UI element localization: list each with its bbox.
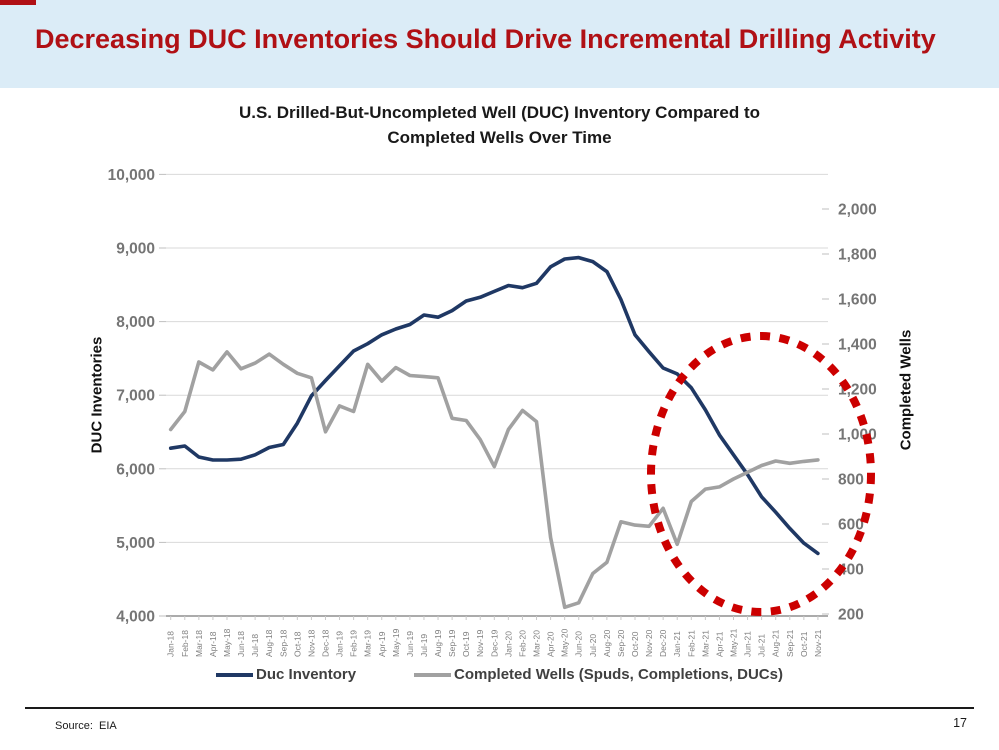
x-axis-month-label: Aug-21: [771, 629, 781, 657]
left-axis-tick-label: 6,000: [116, 461, 155, 478]
x-axis-month-label: Dec-19: [489, 629, 499, 657]
x-axis-month-label: Jun-20: [574, 631, 584, 657]
legend-label-completed-wells: Completed Wells (Spuds, Completions, DUC…: [454, 666, 783, 683]
duc-inventory-line: [168, 255, 820, 556]
x-axis-month-label: Oct-20: [630, 631, 640, 657]
footer-divider: [25, 707, 974, 709]
left-axis-tick-label: 9,000: [116, 241, 155, 258]
chart-title-line2: Completed Wells Over Time: [387, 128, 612, 147]
chart-title-line1: U.S. Drilled-But-Uncompleted Well (DUC) …: [238, 103, 761, 122]
right-axis-tick-label: 1,400: [838, 337, 877, 354]
right-axis-tick-label: 800: [838, 472, 864, 489]
x-axis-month-label: Mar-19: [363, 630, 373, 657]
x-axis-month-label: Mar-20: [532, 630, 542, 657]
x-axis-month-label: Mar-18: [194, 630, 204, 657]
x-axis-month-label: Jun-21: [743, 631, 753, 657]
page-number: 17: [953, 716, 967, 730]
x-axis-month-label: Sep-19: [447, 629, 457, 657]
x-axis-month-label: Jan-21: [672, 631, 682, 657]
left-axis-tick-label: 10,000: [108, 167, 155, 184]
right-axis-tick-label: 1,800: [838, 247, 877, 264]
left-axis-tick-label: 5,000: [116, 535, 155, 552]
right-axis-tick-label: 600: [838, 517, 864, 534]
x-axis-month-label: May-20: [560, 628, 570, 657]
x-axis-month-label: Feb-19: [349, 630, 359, 657]
x-axis-month-label: Nov-21: [813, 629, 823, 657]
x-axis-month-label: Mar-21: [700, 630, 710, 657]
x-axis-month-label: Apr-21: [714, 631, 724, 657]
legend-item-duc-inventory: Duc Inventory: [216, 666, 356, 683]
x-axis-month-label: Nov-18: [306, 629, 316, 657]
x-axis-month-label: Jul-21: [757, 634, 767, 657]
right-axis-tick-label: 400: [838, 562, 864, 579]
x-axis-month-label: Oct-21: [799, 631, 809, 657]
source-note: Source: EIA: [55, 720, 117, 732]
completed-wells-line-swatch: [414, 672, 452, 677]
x-axis-month-label: Sep-21: [785, 629, 795, 657]
x-axis-month-label: Feb-21: [686, 630, 696, 657]
x-axis-month-label: Oct-19: [461, 631, 471, 657]
x-axis-month-label: Nov-19: [475, 629, 485, 657]
x-axis-month-label: Feb-20: [517, 630, 527, 657]
right-axis-tick-label: 1,600: [838, 292, 877, 309]
x-axis-month-label: Dec-20: [658, 629, 668, 657]
left-axis-tick-label: 8,000: [116, 314, 155, 331]
x-axis-month-label: May-18: [222, 628, 232, 657]
x-axis-month-label: Dec-18: [320, 629, 330, 657]
chart-title: U.S. Drilled-But-Uncompleted Well (DUC) …: [0, 100, 999, 150]
x-axis-month-label: Feb-18: [180, 630, 190, 657]
x-axis-month-label: Jul-19: [419, 634, 429, 657]
x-axis-month-label: Nov-20: [644, 629, 654, 657]
x-axis-month-label: Jun-18: [236, 631, 246, 657]
x-axis-month-label: Jun-19: [405, 631, 415, 657]
x-axis-month-label: May-19: [391, 628, 401, 657]
legend-label-duc-inventory: Duc Inventory: [256, 666, 357, 683]
x-axis-month-label: Sep-18: [278, 629, 288, 657]
header-accent-strip: [0, 0, 36, 5]
right-axis-tick-label: 200: [838, 607, 864, 624]
x-axis-month-label: Apr-19: [377, 631, 387, 657]
x-axis-month-label: Apr-18: [208, 631, 218, 657]
page-title: Decreasing DUC Inventories Should Drive …: [35, 24, 936, 54]
left-axis-tick-label: 4,000: [116, 609, 155, 626]
x-axis-month-label: Jan-18: [166, 631, 176, 657]
right-axis-tick-label: 2,000: [838, 202, 877, 219]
chart-legend: Duc Inventory Completed Wells (Spuds, Co…: [0, 666, 999, 683]
x-axis-month-label: May-21: [729, 628, 739, 657]
header-band: Decreasing DUC Inventories Should Drive …: [0, 0, 999, 88]
left-axis-tick-label: 7,000: [116, 388, 155, 405]
highlight-ellipse-annotation: [647, 332, 875, 616]
x-axis-month-label: Jan-19: [335, 631, 345, 657]
x-axis-month-label: Oct-18: [292, 631, 302, 657]
x-axis-month-label: Jul-20: [588, 634, 598, 657]
x-axis-month-label: Aug-18: [264, 629, 274, 657]
x-axis-month-label: Aug-20: [602, 629, 612, 657]
legend-item-completed-wells: Completed Wells (Spuds, Completions, DUC…: [414, 666, 783, 683]
x-axis-month-label: Aug-19: [433, 629, 443, 657]
x-axis-month-label: Jan-20: [503, 631, 513, 657]
x-axis-month-label: Jul-18: [250, 634, 260, 657]
duc-inventory-line-swatch: [216, 672, 254, 677]
completed-wells-line: [168, 350, 820, 610]
x-axis-month-label: Apr-20: [546, 631, 556, 657]
x-axis-month-label: Sep-20: [616, 629, 626, 657]
